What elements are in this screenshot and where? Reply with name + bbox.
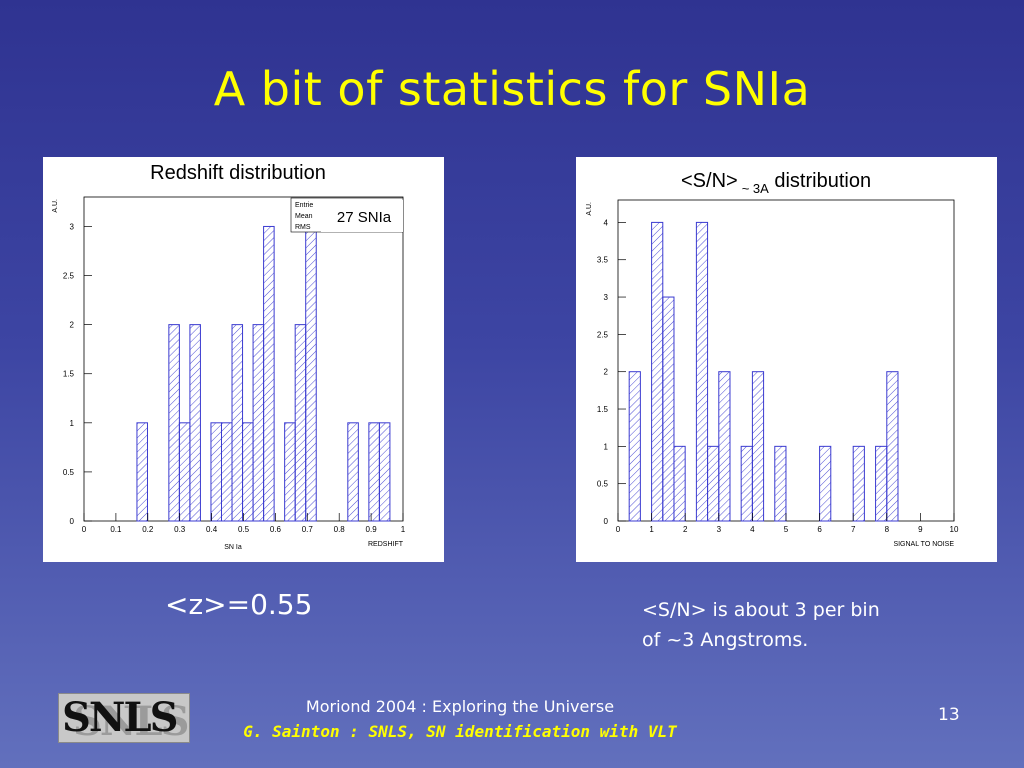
redshift-histogram-panel: 0 0.1 0.2 0.3 0.4 0.5 0.6 0.7 0.8 0.9 1 0 0.5 1 1.5 2 2.… (43, 157, 444, 562)
y-tick-label: 0 (70, 517, 75, 526)
x-tick-label: 0.2 (142, 525, 154, 534)
histogram-bin (294, 324, 307, 522)
y-tick-label: 1 (70, 419, 75, 428)
x-tick-label: 0.4 (206, 525, 218, 534)
y-tick-label: 3.5 (597, 256, 609, 265)
y-axis-label: A.U. (586, 202, 593, 216)
y-tick-label: 2.5 (63, 272, 75, 281)
y-tick-label: 1 (604, 442, 609, 451)
y-tick-label: 2.5 (597, 330, 609, 339)
x-axis-label: REDSHIFT (368, 541, 404, 548)
histogram-bin (284, 422, 296, 522)
x-tick-label: 0.6 (270, 525, 282, 534)
x-tick-label: 1 (401, 525, 406, 534)
histogram-bin (305, 225, 317, 522)
histogram-bin (707, 445, 720, 522)
histogram-bin (347, 422, 359, 522)
histogram-bin (695, 221, 709, 522)
histogram-bin (718, 371, 731, 522)
x-tick-label: 0.7 (302, 525, 314, 534)
y-tick-label: 1.5 (63, 370, 75, 379)
x-tick-label: 9 (918, 525, 923, 534)
x-tick-label: 0.3 (174, 525, 186, 534)
histogram-bin (673, 445, 686, 522)
y-axis-label: A.U. (52, 199, 59, 213)
y-tick-label: 0.5 (63, 468, 75, 477)
y-tick-label: 0 (604, 517, 609, 526)
signal-to-noise-histogram: 0 1 2 3 4 5 6 7 8 9 10 0 0.5 1 1.5 2 2.5 3 3.5 4 SIGNAL TO N… (586, 170, 959, 548)
y-tick-label: 3 (604, 293, 609, 302)
histogram-bin (220, 422, 233, 522)
histogram-bin (252, 324, 265, 522)
x-tick-label: 3 (717, 525, 722, 534)
x-axis-label: SIGNAL TO NOISE (893, 541, 954, 548)
x-tick-label: 0.8 (334, 525, 346, 534)
histogram-bin (263, 225, 275, 522)
x-tick-label: 2 (683, 525, 688, 534)
histogram-bin (886, 371, 899, 522)
chart-title: <S/N> ~ 3A distribution (681, 170, 871, 196)
x-tick-label: 0 (616, 525, 621, 534)
y-tick-label: 1.5 (597, 405, 609, 414)
x-axis-sublabel: SN Ia (224, 544, 242, 551)
x-tick-label: 0 (82, 525, 87, 534)
histogram-bin (751, 371, 765, 522)
x-tick-label: 10 (950, 525, 959, 534)
histogram-bin (651, 221, 664, 522)
histogram-bin (231, 324, 244, 522)
histogram-bin (852, 445, 865, 522)
footer-author: G. Sainton : SNLS, SN identification wit… (243, 722, 677, 741)
x-tick-label: 7 (851, 525, 856, 534)
histogram-bin (378, 422, 391, 522)
histogram-bin (368, 422, 380, 522)
y-tick-label: 4 (604, 218, 609, 227)
x-tick-label: 1 (649, 525, 654, 534)
histogram-bin (628, 371, 641, 522)
footer-conference: Moriond 2004 : Exploring the Universe (305, 697, 615, 716)
histogram-bin (774, 445, 787, 522)
y-tick-label: 0.5 (597, 480, 609, 489)
histogram-bin (168, 324, 180, 522)
snls-logo-shadow: SNLS (73, 698, 189, 743)
histogram-bin (178, 422, 191, 522)
histogram-bin (242, 422, 254, 522)
x-tick-label: 0.5 (238, 525, 250, 534)
page-number: 13 (938, 705, 960, 725)
y-tick-label: 3 (70, 222, 75, 231)
snls-logo-text: SNLS (62, 694, 178, 741)
histogram-bin (740, 445, 753, 522)
signal-to-noise-note: <S/N> is about 3 per bin of ~3 Angstroms… (642, 595, 962, 655)
redshift-histogram: 0 0.1 0.2 0.3 0.4 0.5 0.6 0.7 0.8 0.9 1 0 0.5 1 1.5 2 2.… (52, 162, 406, 551)
mean-redshift-caption: <z>=0.55 (165, 588, 313, 621)
stats-box-entry: RMS (295, 224, 311, 231)
signal-to-noise-note-line-1: <S/N> is about 3 per bin (642, 599, 880, 621)
slide-title: A bit of statistics for SNIa (213, 62, 811, 116)
x-tick-label: 8 (885, 525, 890, 534)
x-tick-label: 5 (784, 525, 789, 534)
histogram-bin (875, 445, 888, 522)
snls-logo: SNLS SNLS (58, 693, 190, 743)
stats-box-entry: Mean (295, 213, 313, 220)
histogram-bin (210, 422, 222, 522)
histogram-bin (136, 422, 148, 522)
histogram-bin (662, 296, 675, 522)
y-tick-label: 2 (70, 321, 75, 330)
signal-to-noise-note-line-2: of ~3 Angstroms. (642, 629, 809, 651)
signal-to-noise-histogram-panel: 0 1 2 3 4 5 6 7 8 9 10 0 0.5 1 1.5 2 2.5 3 3.5 4 SIGNAL TO N… (576, 157, 997, 562)
x-tick-label: 6 (817, 525, 822, 534)
stats-box: Entrie Mean RMS 27 SNIa (290, 197, 404, 233)
x-tick-label: 0.1 (110, 525, 122, 534)
stats-box-entry: Entrie (295, 202, 313, 209)
y-tick-label: 2 (604, 368, 609, 377)
legend-label: 27 SNIa (337, 209, 392, 226)
chart-title: Redshift distribution (150, 162, 326, 184)
histogram-bin (189, 324, 201, 522)
histogram-bin (819, 445, 832, 522)
x-tick-label: 4 (750, 525, 755, 534)
x-tick-label: 0.9 (366, 525, 378, 534)
